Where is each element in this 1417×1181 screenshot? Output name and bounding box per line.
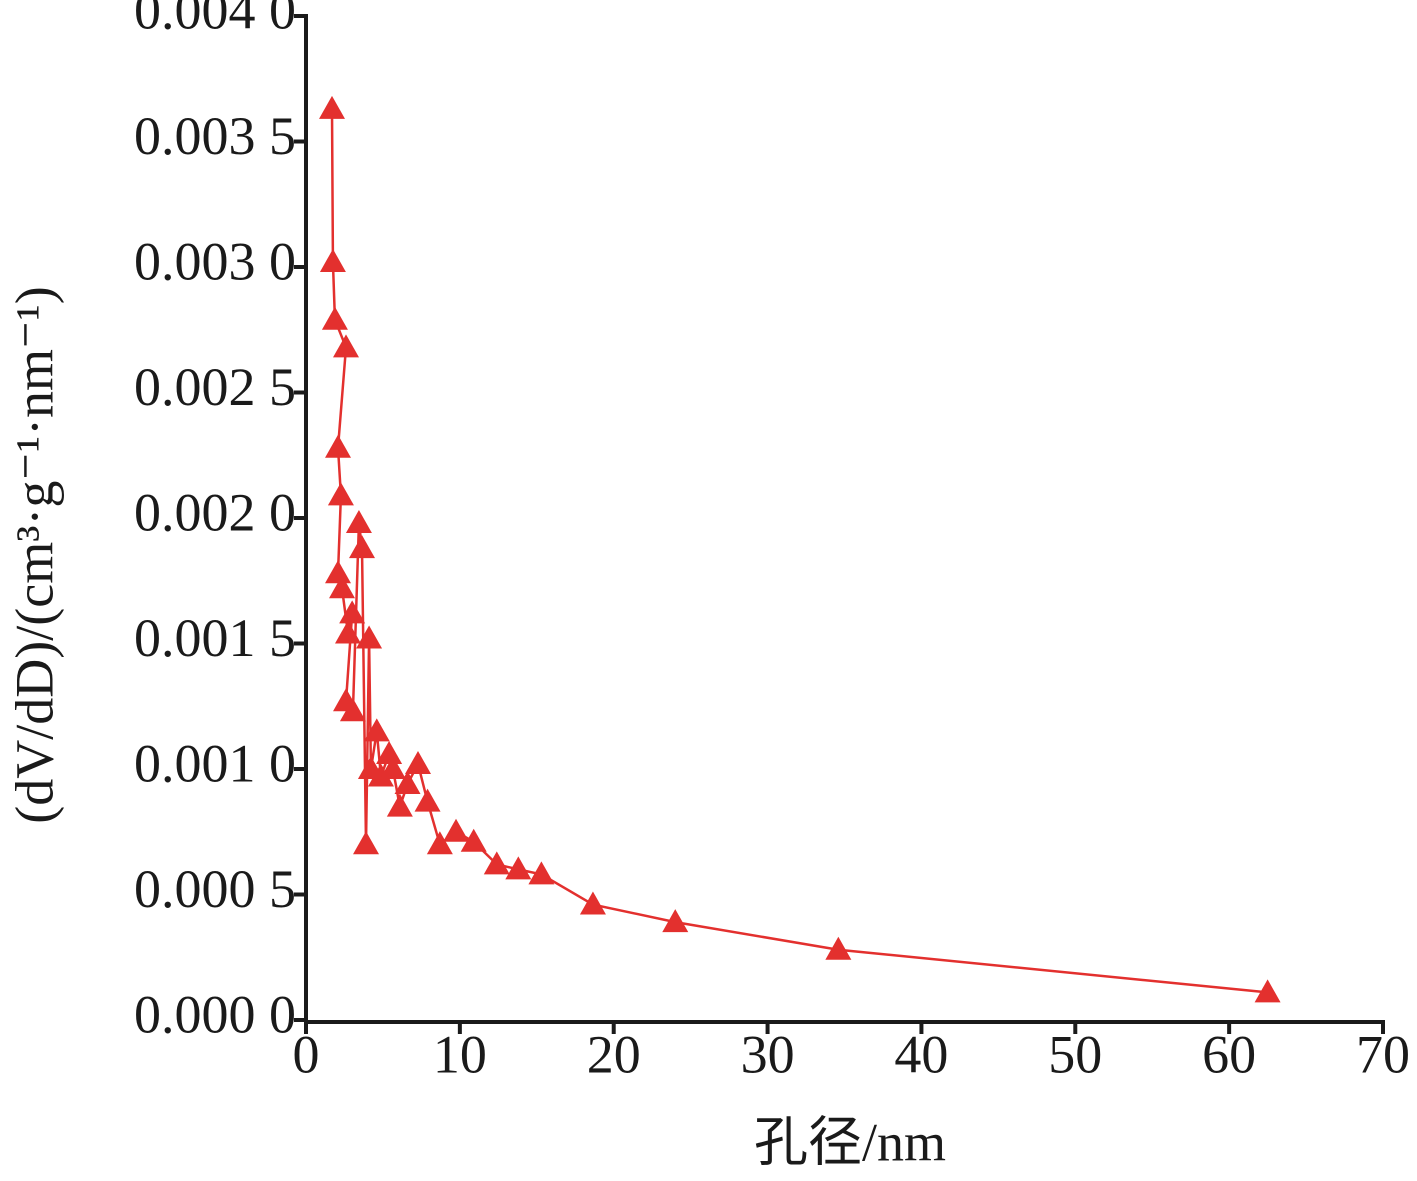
x-tick-label: 60: [1202, 1024, 1256, 1084]
x-tick-label: 50: [1048, 1024, 1102, 1084]
x-tick-label: 10: [433, 1024, 487, 1084]
y-tick-label: 0.000 5: [134, 859, 296, 919]
data-point: [363, 718, 390, 742]
data-point: [483, 851, 510, 875]
data-point: [333, 334, 360, 358]
data-point: [329, 575, 356, 599]
data-point: [528, 861, 555, 885]
data-point: [460, 828, 487, 852]
x-tick-label: 40: [894, 1024, 948, 1084]
data-point: [376, 740, 403, 764]
data-point: [394, 771, 421, 795]
data-point: [335, 620, 362, 644]
data-point: [325, 560, 352, 584]
data-point: [386, 793, 413, 817]
y-tick-label: 0.001 5: [134, 608, 296, 668]
y-tick-label: 0.003 0: [134, 231, 296, 291]
data-point: [349, 535, 376, 559]
x-tick-label: 30: [741, 1024, 795, 1084]
x-axis-label: 孔径/nm: [754, 1112, 946, 1172]
data-point: [319, 248, 346, 272]
y-axis-label: (dV/dD)/(cm³·g⁻¹·nm⁻¹): [4, 286, 64, 823]
y-tick-label: 0.004 0: [134, 0, 296, 40]
data-point: [339, 698, 366, 722]
data-point: [356, 625, 383, 649]
data-point: [443, 818, 470, 842]
data-point: [505, 856, 532, 880]
data-point: [353, 831, 380, 855]
data-point: [379, 756, 406, 779]
data-point: [662, 909, 689, 933]
data-point: [345, 510, 372, 534]
data-point: [825, 936, 852, 960]
x-tick-label: 0: [293, 1024, 320, 1084]
y-tick-label: 0.003 5: [134, 106, 296, 166]
y-tick-label: 0.000 0: [134, 984, 296, 1044]
data-point: [325, 434, 352, 458]
x-tick-label: 70: [1356, 1024, 1410, 1084]
y-tick-label: 0.002 0: [134, 482, 296, 542]
data-point: [405, 750, 432, 774]
data-point: [414, 788, 441, 812]
data-point: [319, 95, 346, 119]
data-point: [367, 763, 394, 787]
data-point: [321, 306, 348, 330]
data-point: [339, 600, 366, 624]
series-line: [330, 108, 1268, 994]
data-point: [426, 831, 453, 855]
y-tick-label: 0.001 0: [134, 733, 296, 793]
x-tick-label: 20: [587, 1024, 641, 1084]
data-point: [1254, 979, 1281, 1003]
data-point: [579, 891, 606, 915]
y-tick-label: 0.002 5: [134, 357, 296, 417]
data-point: [327, 482, 354, 506]
